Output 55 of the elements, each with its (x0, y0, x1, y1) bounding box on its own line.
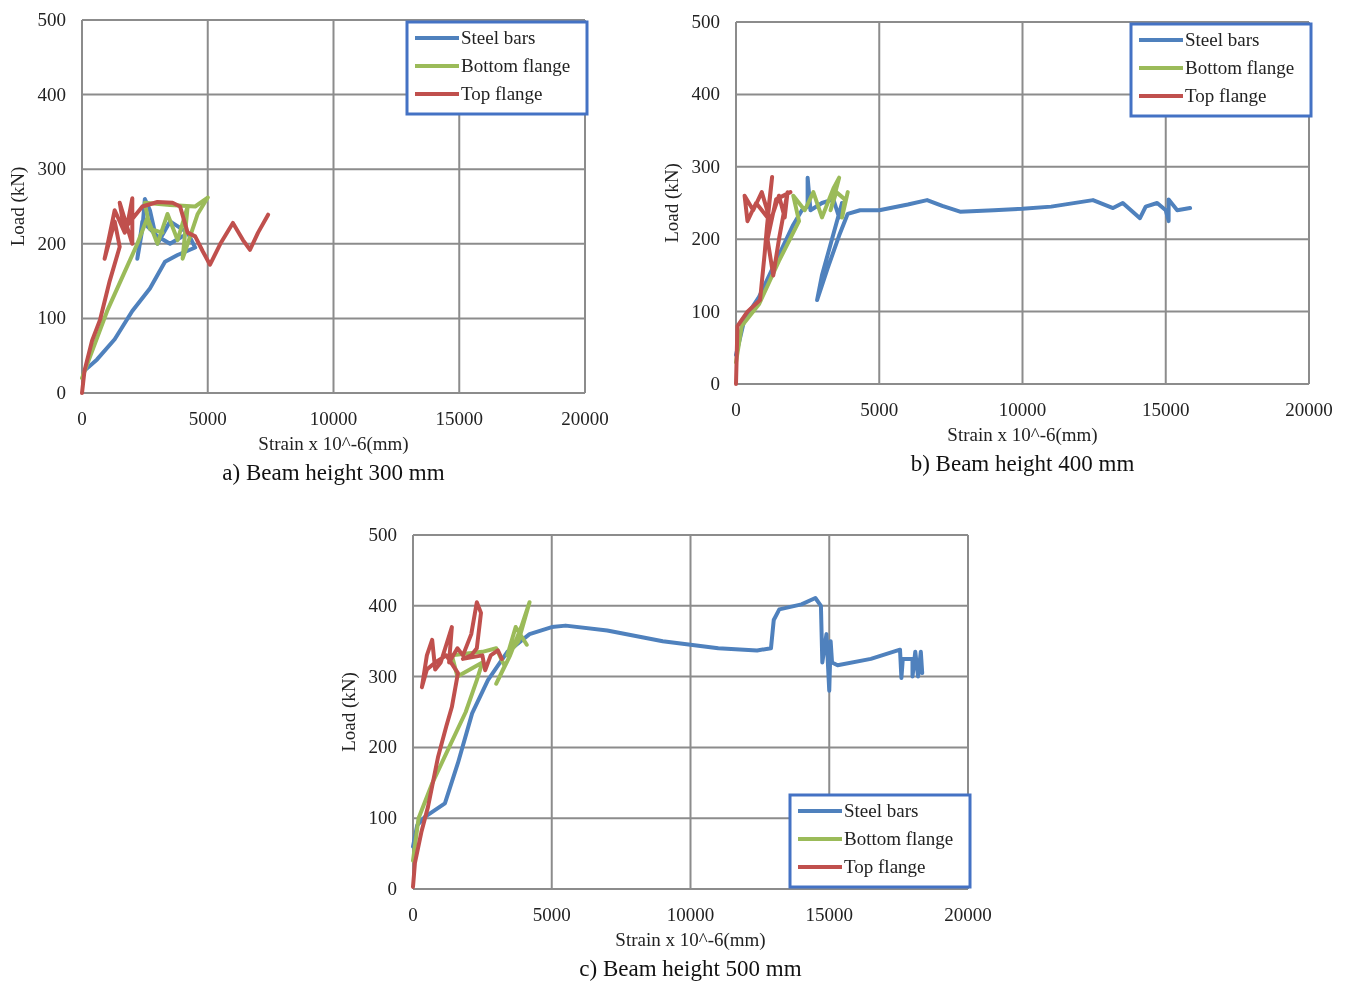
text: b) Beam height 400 mm (910, 451, 1135, 476)
legend-label: Steel bars (461, 27, 536, 48)
legend-label: Steel bars (844, 800, 919, 821)
y-tick-label: 100 (37, 307, 66, 329)
x-axis-title: Strain x 10^-6(mm) (258, 433, 409, 455)
x-tick-label: 10000 (309, 408, 358, 429)
x-axis-title: Strain x 10^-6(mm) (615, 929, 766, 951)
line-series (734, 175, 850, 365)
legend-label: Top flange (461, 83, 543, 104)
text: a) Beam height 300 mm (222, 460, 445, 485)
y-tick-label: 0 (710, 373, 720, 394)
y-tick-label: 400 (691, 83, 720, 105)
x-tick-label: 0 (408, 904, 418, 925)
y-axis-title: Load (kN) (661, 163, 683, 243)
legend-label: Top flange (1185, 85, 1267, 106)
x-tick-label: 15000 (805, 904, 853, 925)
text: c) Beam height 500 mm (579, 956, 802, 981)
y-tick-label: 400 (368, 594, 397, 616)
x-tick-label: 10000 (666, 904, 715, 925)
y-tick-label: 500 (368, 524, 397, 545)
y-tick-label: 500 (691, 11, 720, 32)
x-tick-label: 20000 (1285, 399, 1333, 420)
y-tick-label: 100 (691, 300, 720, 322)
x-tick-label: 0 (77, 408, 87, 429)
x-tick-label: 5000 (860, 399, 899, 420)
x-tick-label: 20000 (561, 408, 609, 429)
x-tick-label: 15000 (435, 408, 483, 429)
y-tick-label: 200 (691, 228, 720, 250)
x-tick-label: 10000 (998, 399, 1047, 420)
y-tick-label: 0 (56, 382, 66, 403)
y-tick-label: 200 (37, 232, 66, 254)
y-tick-label: 500 (37, 9, 66, 30)
y-tick-label: 200 (368, 736, 397, 758)
y-axis-title: Load (kN) (7, 166, 29, 247)
y-tick-label: 400 (37, 83, 66, 105)
y-axis-title: Load (kN) (338, 672, 360, 752)
legend-label: Bottom flange (1185, 57, 1295, 78)
y-tick-label: 0 (387, 878, 397, 899)
y-tick-label: 100 (368, 807, 397, 829)
y-tick-label: 300 (37, 158, 66, 180)
x-axis-title: Strain x 10^-6(mm) (947, 424, 1098, 446)
y-tick-label: 300 (368, 665, 397, 687)
y-tick-label: 300 (691, 155, 720, 177)
legend-label: Bottom flange (844, 828, 954, 849)
x-tick-label: 0 (731, 399, 741, 420)
legend-label: Bottom flange (461, 55, 571, 76)
x-tick-label: 15000 (1142, 399, 1190, 420)
x-tick-label: 5000 (532, 904, 571, 925)
x-tick-label: 5000 (188, 408, 227, 429)
legend-label: Top flange (844, 856, 926, 877)
line-series (734, 174, 793, 386)
line-series (80, 196, 271, 395)
x-tick-label: 20000 (944, 904, 992, 925)
line-series (411, 600, 504, 889)
legend-label: Steel bars (1185, 29, 1260, 50)
